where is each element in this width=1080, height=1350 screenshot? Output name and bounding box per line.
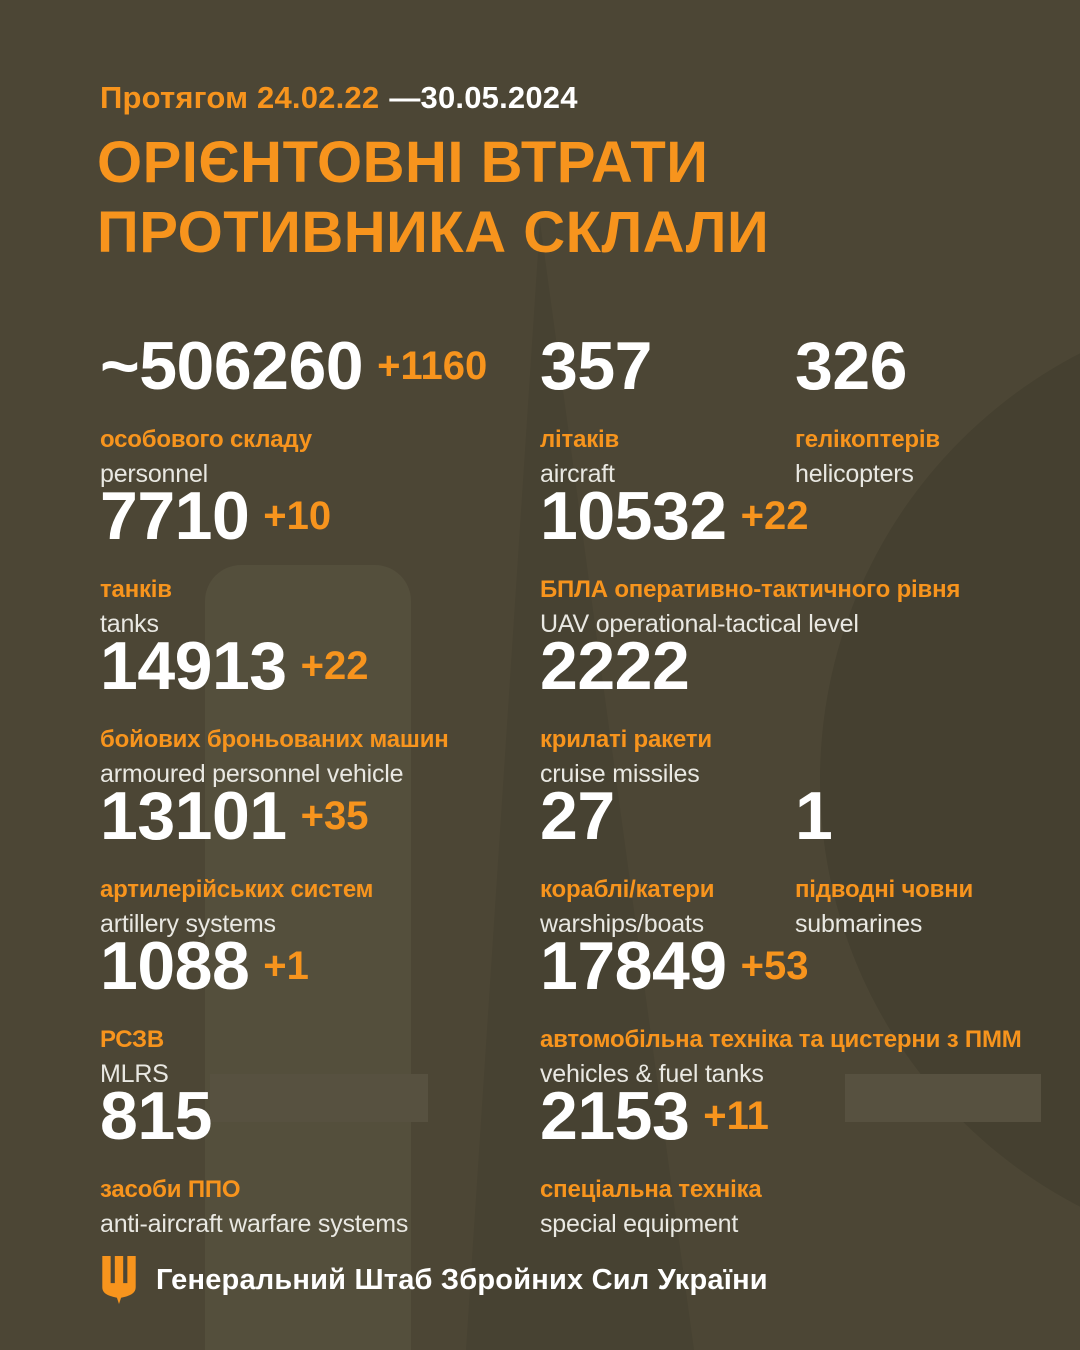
stat-delta: +22 [300, 644, 369, 688]
stat-value: 357 [540, 328, 652, 404]
footer-org-name: Генеральний Штаб Збройних Сил України [156, 1263, 768, 1296]
stat-value: 27 [540, 778, 615, 854]
stat-label-ua: гелікоптерів [795, 426, 940, 453]
stat-tanks: 7710 +10 танків tanks [100, 480, 331, 641]
stat-label-ua: БПЛА оперативно-тактичного рівня [540, 576, 961, 603]
stat-aircraft: 357 літаків aircraft [540, 330, 652, 491]
stat-anti-aircraft: 815 засоби ППО anti-aircraft warfare sys… [100, 1080, 408, 1241]
stat-artillery: 13101 +35 артилерійських систем artillery… [100, 780, 373, 941]
stat-label-ua: спеціальна техніка [540, 1176, 762, 1203]
page-title-line2: ПРОТИВНИКА СКЛАЛИ [97, 200, 770, 265]
stat-label-ua: особового складу [100, 426, 312, 453]
stat-label-ua: танків [100, 576, 172, 603]
stat-delta: +1 [263, 944, 309, 988]
stat-value: ~506260 [100, 328, 364, 404]
stat-label-ua: РСЗВ [100, 1026, 164, 1053]
stat-label-ua: підводні човни [795, 876, 974, 903]
stat-value: 7710 [100, 478, 250, 554]
stat-label-en: tanks [100, 610, 159, 638]
stat-value: 13101 [100, 778, 287, 854]
stat-delta: +11 [703, 1094, 769, 1138]
stat-value: 10532 [540, 478, 727, 554]
stat-label-en: special equipment [540, 1210, 739, 1238]
stat-label-ua: артилерійських систем [100, 876, 374, 903]
stat-label-ua: засоби ППО [100, 1176, 241, 1203]
stat-vehicles-fuel-tanks: 17849 +53 автомобільна техніка та цистерн… [540, 930, 1022, 1091]
period-date: —30.05.2024 [389, 80, 578, 115]
stat-value: 14913 [100, 628, 287, 704]
stat-armoured-vehicles: 14913 +22 бойових броньованих машин armou… [100, 630, 449, 791]
stat-label-ua: бойових броньованих машин [100, 726, 449, 753]
period-line: Протягом 24.02.22 —30.05.2024 [100, 80, 578, 116]
stat-label-ua: крилаті ракети [540, 726, 712, 753]
stat-special-equipment: 2153 +11 спеціальна техніка special equip… [540, 1080, 769, 1241]
stat-value: 17849 [540, 928, 727, 1004]
stat-helicopters: 326 гелікоптерів helicopters [795, 330, 940, 491]
stat-mlrs: 1088 +1 РСЗВ MLRS [100, 930, 309, 1091]
stat-label-ua: літаків [540, 426, 620, 453]
stat-value: 1088 [100, 928, 250, 1004]
stat-uav: 10532 +22 БПЛА оперативно-тактичного рівн… [540, 480, 960, 641]
stat-label-en: anti-aircraft warfare systems [100, 1210, 409, 1238]
trident-icon [102, 1256, 136, 1304]
footer: Генеральний Штаб Збройних Сил України [100, 1256, 768, 1304]
page-title-line1: ОРІЄНТОВНІ ВТРАТИ [97, 130, 709, 195]
stat-value: 326 [795, 328, 907, 404]
stat-delta: +10 [263, 494, 332, 538]
stat-value: 1 [795, 778, 833, 854]
stat-delta: +35 [300, 794, 369, 838]
period-range: Протягом 24.02.22 [100, 80, 380, 115]
stat-value: 2153 [540, 1078, 690, 1154]
stat-personnel: ~506260 +1160 особового складу personnel [100, 330, 487, 491]
stat-delta: +22 [740, 494, 809, 538]
stat-delta: +53 [740, 944, 809, 988]
stat-value: 2222 [540, 628, 690, 704]
stat-cruise-missiles: 2222 крилаті ракети cruise missiles [540, 630, 712, 791]
page-title: ОРІЄНТОВНІ ВТРАТИ ПРОТИВНИКА СКЛАЛИ [97, 128, 769, 268]
stat-warships: 27 кораблі/катери warships/boats [540, 780, 714, 941]
stat-delta: +1160 [377, 344, 488, 388]
stat-submarines: 1 підводні човни submarines [795, 780, 973, 941]
stat-label-en: MLRS [100, 1060, 169, 1088]
stat-label-ua: кораблі/катери [540, 876, 715, 903]
stat-value: 815 [100, 1078, 212, 1154]
stat-label-ua: автомобільна техніка та цистерни з ПММ [540, 1026, 1022, 1053]
stat-label-en: personnel [100, 460, 209, 488]
